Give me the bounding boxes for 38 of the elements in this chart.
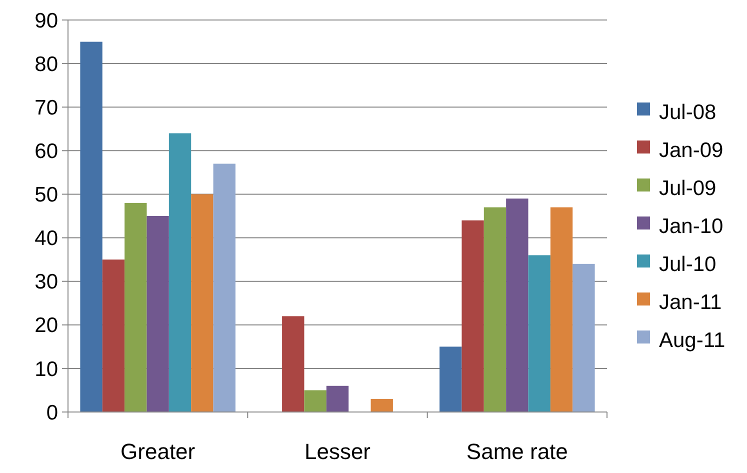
x-tick-label: Greater [120,439,196,464]
bar [506,198,528,412]
y-tick-label: 60 [34,140,58,164]
bar [572,264,595,412]
bar [282,316,304,412]
y-tick-label: 40 [34,227,58,250]
legend-label: Jan-09 [659,138,724,162]
bar [80,42,102,412]
y-tick-label: 0 [46,401,58,424]
y-tick-label: 90 [34,9,58,32]
legend-label: Aug-11 [659,328,726,352]
bar [462,220,484,412]
bar [191,194,214,412]
bar [168,133,192,412]
bar [146,216,169,412]
legend-label: Jul-08 [659,100,716,124]
legend-label: Jul-10 [659,252,716,276]
x-tick-label: Same rate [466,439,568,464]
y-tick-label: 80 [34,52,58,76]
y-tick-label: 70 [34,96,58,120]
legend-label: Jan-10 [659,214,724,238]
x-tick-label: Lesser [304,439,371,464]
bar [102,260,125,412]
legend-label: Jul-09 [659,176,716,200]
y-tick-label: 30 [34,270,58,294]
y-tick-label: 10 [34,358,58,381]
bar [528,255,550,412]
bar [304,390,326,412]
bar [124,202,147,412]
y-tick-label: 20 [34,314,58,338]
bar [326,386,349,412]
bar [484,207,506,412]
bar [370,398,393,412]
y-tick-label: 50 [34,184,58,207]
legend-label: Jan-11 [659,290,722,314]
bar [213,164,236,412]
bar [440,346,462,412]
bar [550,207,573,412]
